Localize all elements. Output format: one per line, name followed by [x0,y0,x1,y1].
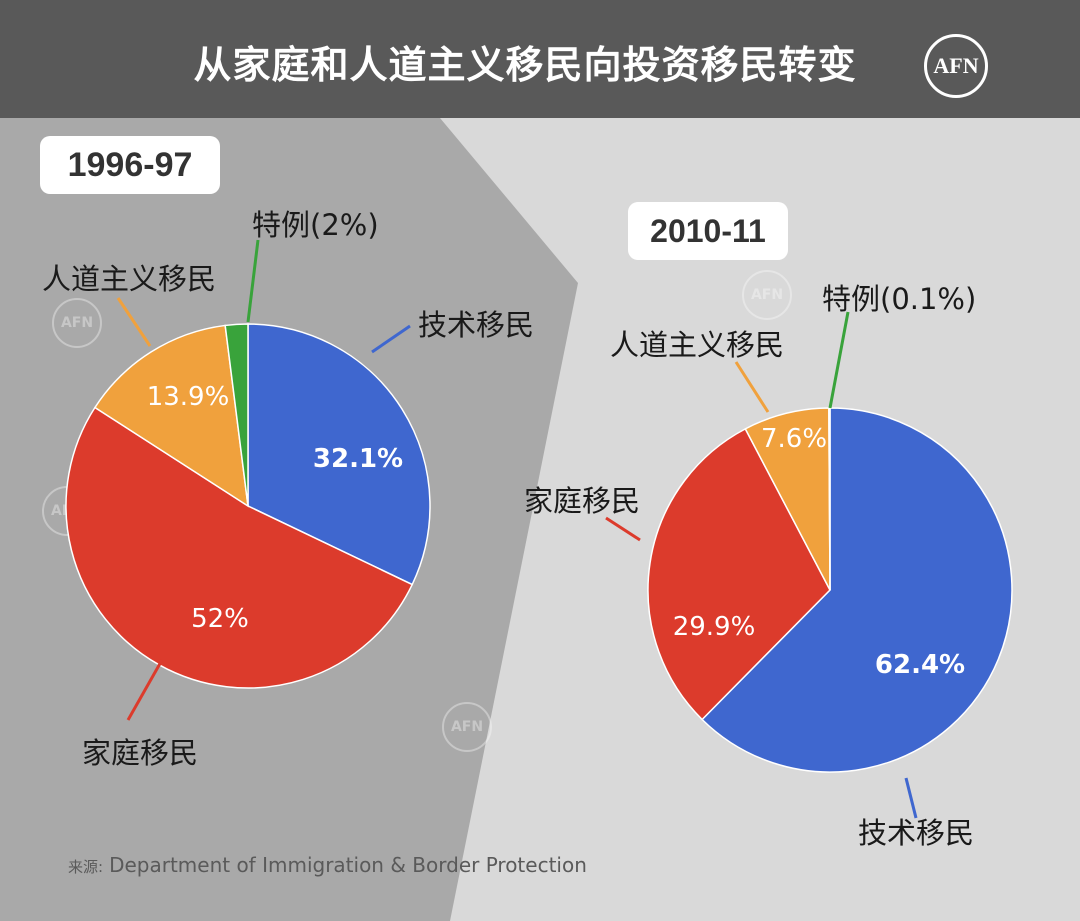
source-label: 来源: [68,858,104,876]
pie-slice-1-3 [828,407,831,591]
leader-line-1-0 [904,777,918,819]
pie-slice-1-1 [647,427,831,721]
watermark-logo: AFN [442,702,492,752]
leader-line-1-1 [605,516,641,542]
page-title: 从家庭和人道主义移民向投资移民转变 [193,43,857,87]
leader-line-1-2 [734,361,770,413]
pct-humanitarian-1996: 13.9% [146,382,230,412]
afn-logo: AFN [924,34,988,98]
label-family-2010: 家庭移民 [524,484,641,518]
label-special-1996: 特例(2%) [252,208,379,242]
pie-slice-0-2 [93,324,249,508]
leader-line-0-3 [126,659,164,721]
label-skilled-2010: 技术移民 [858,816,975,850]
label-humanitarian-1996: 人道主义移民 [42,262,217,296]
label-humanitarian-2010: 人道主义移民 [610,328,785,362]
pct-family-1996: 52% [191,604,249,634]
source-note: 来源: Department of Immigration & Border Pr… [68,853,587,877]
label-family-1996: 家庭移民 [82,736,199,770]
year-badge-1996-97: 1996-97 [40,136,220,194]
pie-slice-0-3 [224,323,249,507]
header-bar: 从家庭和人道主义移民向投资移民转变 AFN [0,0,1080,118]
pct-family-2010: 29.9% [672,612,756,642]
label-skilled-1996: 技术移民 [418,308,535,342]
leader-line-0-1 [116,297,152,347]
pie-slice-0-0 [247,323,431,586]
leader-line-1-3 [828,311,850,409]
label-special-2010: 特例(0.1%) [822,282,977,316]
pie-slice-1-0 [701,407,1013,773]
year-badge-2010-11: 2010-11 [628,202,788,260]
leader-line-0-0 [371,324,411,354]
pct-humanitarian-2010: 7.6% [760,424,828,454]
source-text: Department of Immigration & Border Prote… [109,853,587,877]
leader-line-0-2 [246,239,260,323]
watermark-logo: AFN [742,270,792,320]
pct-skilled-1996: 32.1% [312,444,404,474]
watermark-logo: AFN [52,298,102,348]
pct-skilled-2010: 62.4% [874,650,966,680]
